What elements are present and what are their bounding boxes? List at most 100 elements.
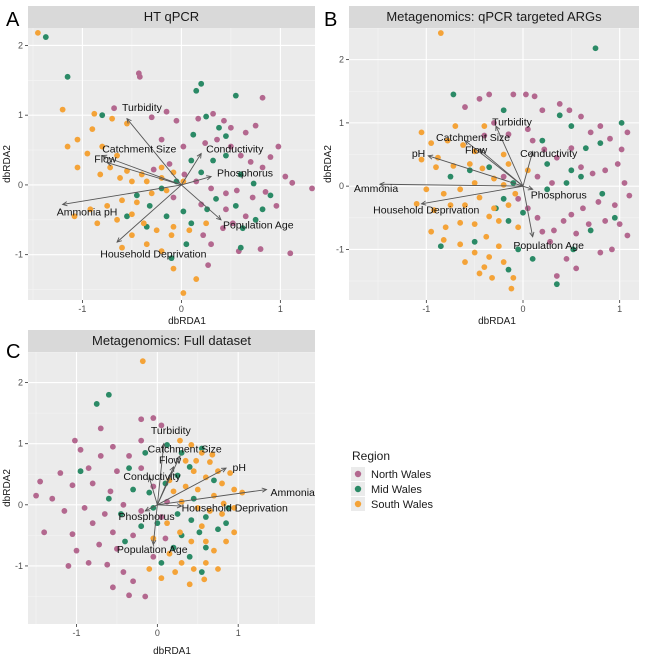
- vector-arrow-line: [145, 504, 158, 512]
- vector-arrow-line: [495, 125, 524, 187]
- data-point-south-wales: [163, 187, 170, 194]
- vector-arrow-line: [479, 149, 524, 187]
- data-point-mid-wales: [471, 238, 478, 245]
- vector-arrow-line: [181, 184, 222, 221]
- data-point-north-wales: [259, 94, 266, 101]
- data-point-north-wales: [597, 123, 604, 129]
- legend: Region North Wales Mid Wales South Wales: [351, 449, 433, 511]
- facet-strip: [349, 6, 639, 28]
- data-point-south-wales: [178, 559, 185, 566]
- data-point-north-wales: [138, 416, 145, 423]
- data-point-north-wales: [524, 205, 531, 212]
- data-point-south-wales: [476, 270, 483, 277]
- data-point-south-wales: [231, 504, 238, 511]
- data-point-south-wales: [168, 232, 175, 239]
- data-point-south-wales: [193, 457, 200, 464]
- data-point-north-wales: [547, 238, 553, 245]
- data-point-south-wales: [172, 569, 179, 575]
- data-point-north-wales: [237, 152, 244, 159]
- chart-title: HT qPCR: [144, 9, 199, 24]
- data-point-south-wales: [107, 164, 114, 171]
- data-point-south-wales: [510, 274, 517, 281]
- data-point-north-wales: [170, 194, 177, 201]
- data-point-mid-wales: [190, 131, 197, 138]
- data-point-north-wales: [289, 179, 296, 186]
- data-point-mid-wales: [520, 209, 526, 216]
- data-point-south-wales: [440, 190, 447, 197]
- data-point-mid-wales: [202, 514, 209, 520]
- data-point-north-wales: [73, 547, 80, 554]
- data-point-south-wales: [462, 202, 468, 209]
- data-point-north-wales: [287, 250, 294, 257]
- vector-arrowhead: [216, 215, 222, 221]
- data-point-south-wales: [500, 181, 507, 188]
- data-point-south-wales: [193, 276, 200, 282]
- facet-strip: [28, 6, 315, 28]
- data-point-south-wales: [215, 566, 221, 572]
- y-tick-label: -1: [15, 250, 23, 260]
- data-point-south-wales: [207, 508, 213, 514]
- data-point-north-wales: [130, 578, 136, 585]
- panel-letter: A: [6, 9, 20, 31]
- vector-label: Catchment Size: [148, 444, 222, 456]
- data-point-north-wales: [210, 110, 216, 117]
- vector-label: Catchment Size: [436, 132, 510, 144]
- vector-arrowhead: [106, 161, 113, 167]
- data-point-south-wales: [198, 449, 205, 456]
- data-point-mid-wales: [130, 486, 136, 493]
- data-point-north-wales: [624, 232, 631, 239]
- data-point-mid-wales: [239, 225, 246, 232]
- data-point-north-wales: [69, 531, 76, 538]
- data-point-south-wales: [202, 559, 209, 566]
- data-point-south-wales: [182, 457, 189, 464]
- data-point-south-wales: [223, 538, 229, 545]
- data-point-north-wales: [158, 136, 165, 143]
- data-point-mid-wales: [77, 468, 84, 475]
- vector-label: Ammonia pH: [57, 206, 118, 218]
- y-tick-label: 0: [339, 181, 344, 191]
- data-point-north-wales: [214, 136, 220, 143]
- vector-arrowhead: [529, 150, 534, 157]
- data-point-north-wales: [166, 161, 173, 167]
- data-point-north-wales: [541, 146, 548, 153]
- data-point-north-wales: [481, 132, 488, 139]
- data-point-north-wales: [597, 249, 604, 256]
- data-point-north-wales: [223, 190, 229, 197]
- data-point-south-wales: [486, 213, 493, 220]
- vector-arrow-line: [107, 162, 182, 186]
- data-point-mid-wales: [42, 34, 49, 40]
- data-point-south-wales: [201, 576, 208, 583]
- data-point-north-wales: [97, 425, 104, 432]
- data-point-north-wales: [233, 187, 240, 194]
- vector-label: Turbidity: [122, 102, 163, 114]
- data-point-mid-wales: [198, 169, 205, 176]
- vector-arrow-line: [116, 184, 182, 243]
- data-point-north-wales: [563, 255, 570, 262]
- data-point-north-wales: [589, 170, 596, 177]
- y-tick-label: 2: [18, 40, 23, 50]
- data-point-north-wales: [223, 206, 229, 213]
- data-point-north-wales: [282, 173, 289, 180]
- data-point-north-wales: [568, 211, 575, 218]
- data-point-south-wales: [202, 538, 209, 545]
- data-point-south-wales: [89, 126, 96, 133]
- data-point-mid-wales: [122, 538, 128, 545]
- data-point-mid-wales: [225, 504, 232, 511]
- vector-label: Household Deprivation: [182, 502, 288, 514]
- data-point-south-wales: [34, 29, 41, 36]
- data-point-north-wales: [109, 529, 116, 536]
- data-point-north-wales: [162, 535, 169, 542]
- data-point-north-wales: [200, 232, 207, 239]
- data-point-south-wales: [153, 227, 160, 234]
- data-point-north-wales: [309, 185, 315, 192]
- data-point-north-wales: [624, 129, 631, 136]
- legend-title: Region: [352, 449, 390, 463]
- data-point-north-wales: [242, 129, 249, 136]
- data-point-north-wales: [97, 453, 104, 459]
- data-point-south-wales: [177, 529, 183, 536]
- data-point-mid-wales: [204, 206, 211, 213]
- data-point-south-wales: [500, 151, 507, 158]
- data-point-mid-wales: [124, 213, 130, 220]
- data-point-north-wales: [126, 453, 132, 459]
- data-point-mid-wales: [174, 511, 181, 517]
